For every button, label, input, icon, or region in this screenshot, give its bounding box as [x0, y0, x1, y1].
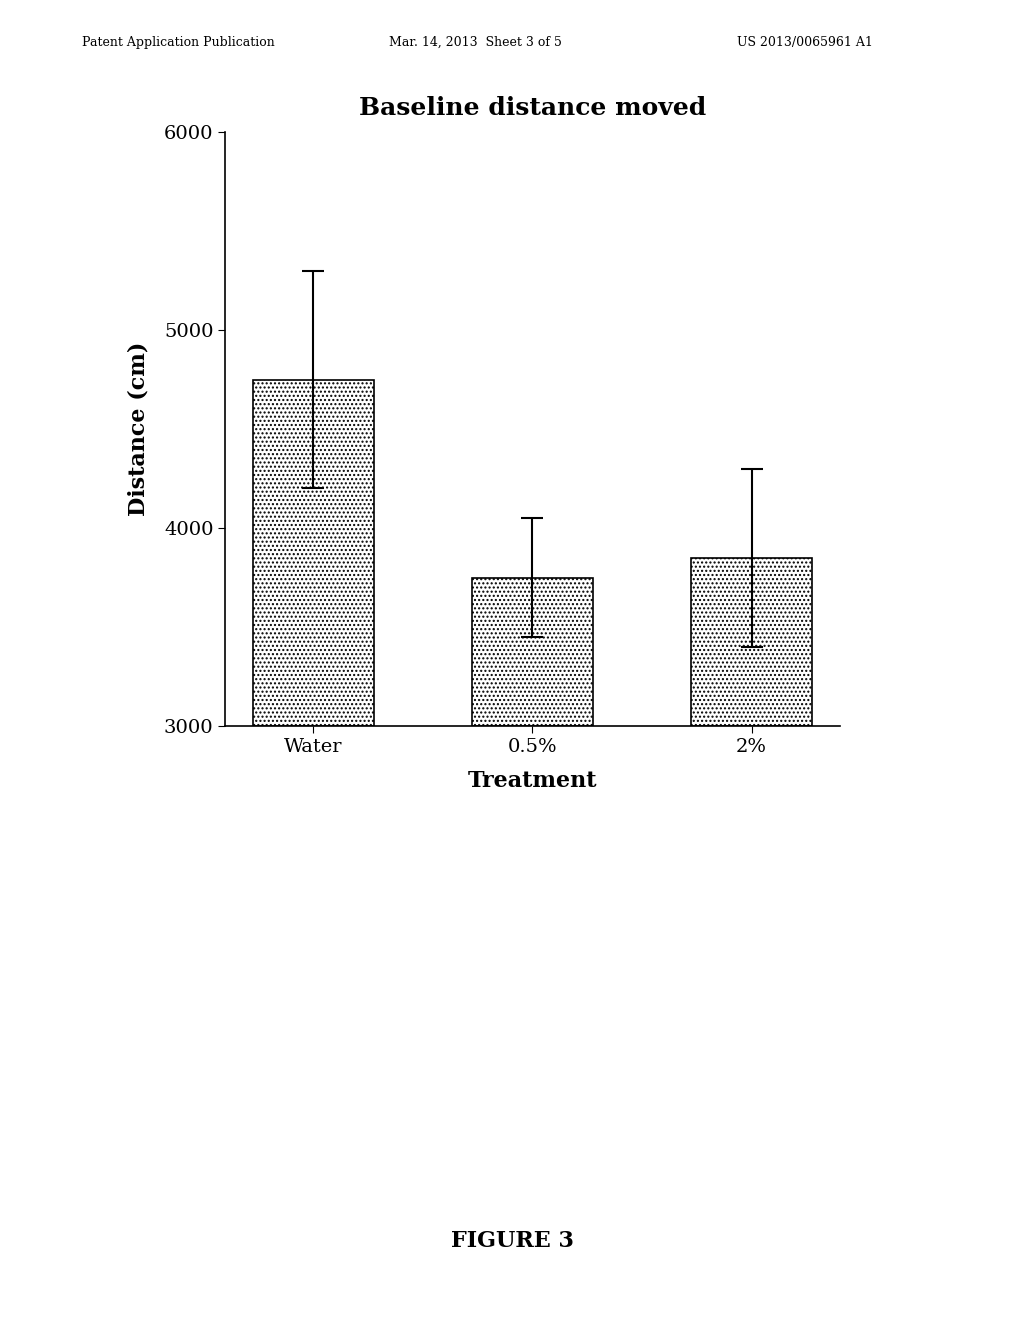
Text: Patent Application Publication: Patent Application Publication: [82, 36, 274, 49]
Bar: [472, 578, 593, 726]
Bar: [691, 557, 812, 726]
Y-axis label: Distance (cm): Distance (cm): [128, 342, 150, 516]
X-axis label: Treatment: Treatment: [468, 770, 597, 792]
Text: Mar. 14, 2013  Sheet 3 of 5: Mar. 14, 2013 Sheet 3 of 5: [389, 36, 562, 49]
Title: Baseline distance moved: Baseline distance moved: [358, 96, 707, 120]
Text: US 2013/0065961 A1: US 2013/0065961 A1: [737, 36, 873, 49]
Bar: [253, 380, 374, 726]
Text: FIGURE 3: FIGURE 3: [451, 1230, 573, 1251]
